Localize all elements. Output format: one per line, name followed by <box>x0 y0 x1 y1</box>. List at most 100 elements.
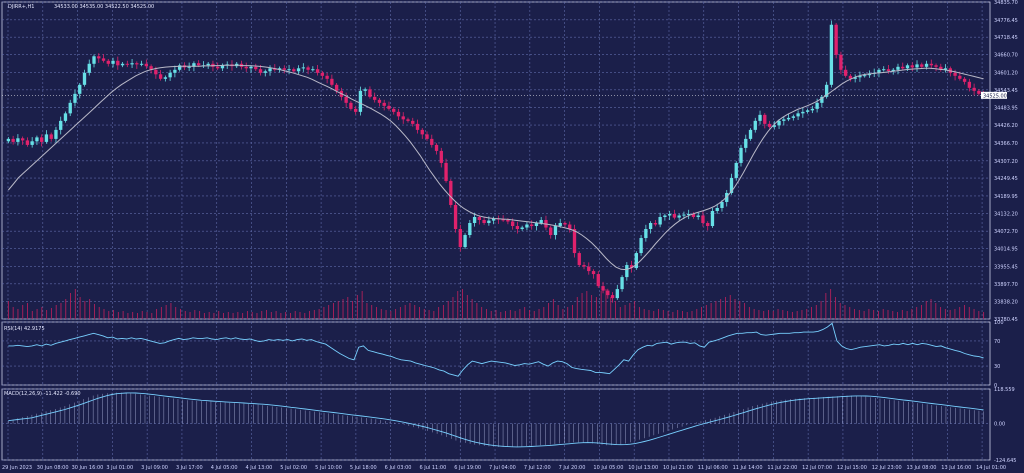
candle <box>843 65 848 78</box>
candle-body <box>534 223 539 227</box>
candle-body <box>315 69 320 73</box>
candle-body <box>639 238 643 254</box>
candle <box>387 101 391 111</box>
candle <box>434 143 439 155</box>
candle <box>677 213 681 221</box>
x-tick-label: 6 Jul 11:00 <box>419 465 446 471</box>
moving-average-line <box>8 64 984 271</box>
candle-body <box>782 119 786 121</box>
x-tick-label: 10 Jul 05:00 <box>593 465 623 471</box>
x-tick-label: 3 Jul 17:00 <box>176 465 203 471</box>
candle-body <box>530 224 534 227</box>
candle-body <box>791 116 795 118</box>
candle <box>396 108 401 120</box>
candle-body <box>249 66 253 69</box>
candle-body <box>839 54 843 70</box>
rsi-tick-label: 0 <box>994 383 997 389</box>
candle <box>16 134 20 146</box>
candle-body <box>358 90 363 112</box>
candle-body <box>458 229 462 248</box>
candle-body <box>477 216 482 221</box>
candle <box>472 212 477 227</box>
price-tick-label: 33897.70 <box>994 282 1018 288</box>
candle-body <box>943 68 948 70</box>
rsi-panel-border <box>1 321 991 386</box>
candle-body <box>144 63 149 67</box>
candle <box>201 61 206 68</box>
candle <box>296 65 301 75</box>
candle-body <box>634 253 639 269</box>
candle <box>715 203 719 214</box>
candle-body <box>463 235 467 248</box>
candle <box>858 71 862 82</box>
price-tick-label: 34776.45 <box>994 18 1018 24</box>
candle <box>744 134 748 153</box>
candle-body <box>682 214 686 216</box>
x-tick-label: 5 Jul 10:00 <box>315 465 342 471</box>
candle-body <box>725 192 729 202</box>
candle <box>549 225 553 239</box>
price-tick-label: 34132.20 <box>994 211 1018 217</box>
candle-body <box>758 114 762 121</box>
candle <box>420 128 424 139</box>
candle <box>620 275 624 292</box>
candle <box>796 110 800 120</box>
candle <box>106 58 110 67</box>
candle <box>777 119 781 129</box>
candle-body <box>163 77 168 79</box>
candle <box>35 135 39 145</box>
candle <box>168 69 172 81</box>
candle-body <box>292 69 296 72</box>
x-tick-label: 3 Jul 01:00 <box>106 465 133 471</box>
candle-body <box>325 75 329 79</box>
candle <box>401 112 405 124</box>
price-tick-label: 34660.70 <box>994 53 1018 59</box>
candle <box>525 221 529 231</box>
candle <box>977 89 981 96</box>
x-tick-label: 14 Jul 01:00 <box>976 465 1006 471</box>
x-tick-label: 12 Jul 23:00 <box>872 465 902 471</box>
candle-body <box>411 120 415 124</box>
price-tick-label: 34249.45 <box>994 176 1018 182</box>
candle <box>658 212 662 228</box>
candle-body <box>173 69 177 73</box>
candle-body <box>472 216 477 224</box>
candle-body <box>629 265 634 269</box>
candle-body <box>677 215 681 218</box>
candle <box>710 207 715 228</box>
volume-bars <box>7 289 985 319</box>
candle-body <box>111 60 115 64</box>
candle-body <box>763 114 767 124</box>
candle-body <box>748 129 753 139</box>
candle-body <box>648 223 653 230</box>
candle-body <box>572 229 577 254</box>
candle-body <box>68 102 72 114</box>
candle <box>425 131 429 141</box>
candle <box>663 213 667 221</box>
candle <box>824 81 829 99</box>
candle-body <box>87 63 91 73</box>
candle <box>967 78 972 92</box>
candle <box>786 113 791 122</box>
candle <box>101 54 106 63</box>
candle <box>49 132 53 142</box>
candle-body <box>449 180 453 205</box>
candle-body <box>848 75 853 79</box>
candle-body <box>439 150 443 163</box>
candle-body <box>582 265 586 267</box>
candle <box>915 60 919 72</box>
candle <box>344 92 348 108</box>
price-tick-label: 34426.20 <box>994 123 1018 129</box>
candle-body <box>244 66 248 69</box>
price-tick-label: 34307.20 <box>994 159 1018 165</box>
candle-body <box>558 223 562 227</box>
candle-body <box>216 66 220 69</box>
candle <box>901 62 905 71</box>
candle <box>834 22 838 59</box>
candle <box>163 75 168 82</box>
candle-body <box>92 56 96 64</box>
candle <box>377 98 382 107</box>
current-price-tag: 34525.00 <box>981 91 1007 99</box>
